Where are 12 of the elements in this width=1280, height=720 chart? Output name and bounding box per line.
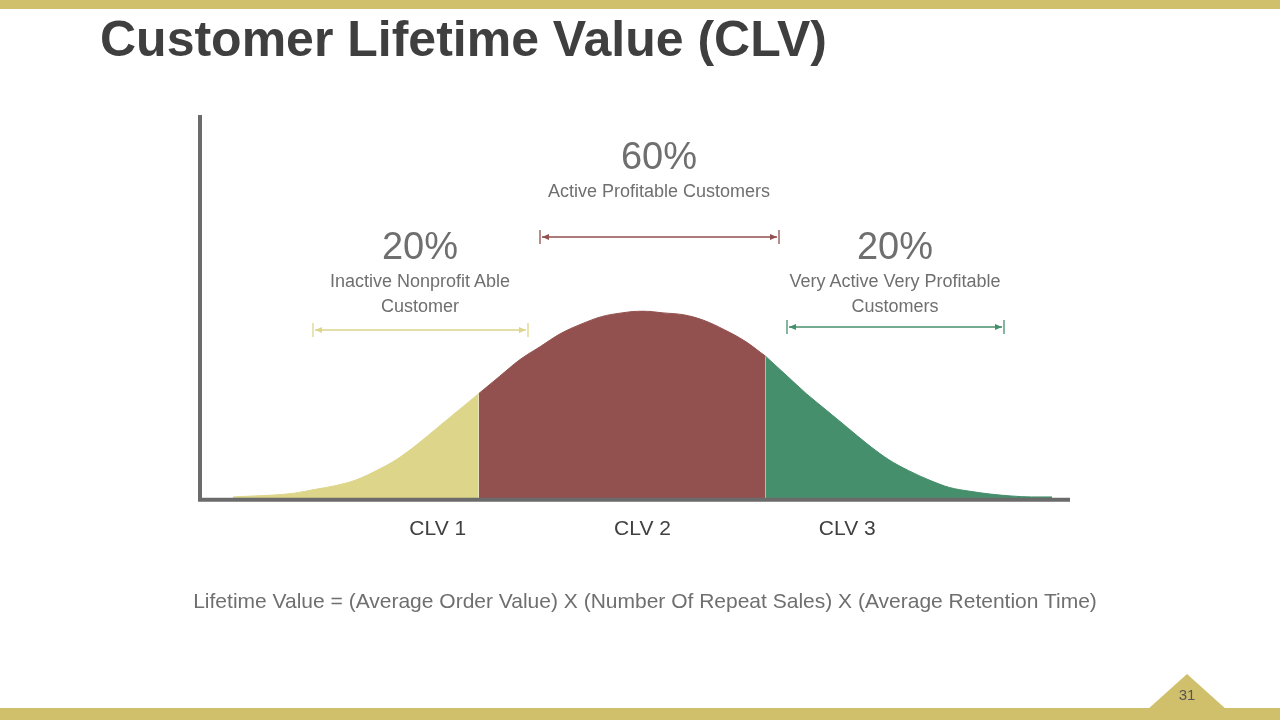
annotation: Inactive Nonprofit Able Customer [328,270,512,318]
text: 20% [380,225,460,268]
chart-title: Customer Lifetime Value (CLV) [100,10,827,68]
x-tick-label: CLV 3 [818,516,876,540]
text: 20% [855,225,935,268]
x-tick-label: CLV 2 [614,516,671,540]
x-tick-label: CLV 1 [409,516,467,540]
text: 31 [1177,686,1197,703]
text: 60% [619,135,699,178]
annotation: Very Active Very Profitable Customers [788,270,1002,318]
text: Lifetime Value = (Average Order Value) X (Number Of Repeat Sales) X (Average Retention Time) [192,589,1098,613]
text: Active Profitable Customers [546,180,772,203]
